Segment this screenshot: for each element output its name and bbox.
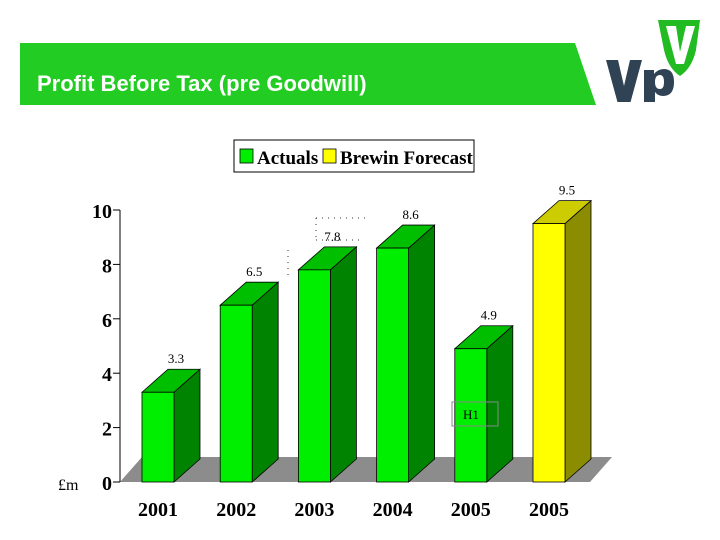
bar-front (141, 391, 175, 483)
y-axis-label: £m (58, 477, 79, 494)
legend-label-forecast: Brewin Forecast (340, 148, 473, 169)
x-category-label: 2002 (216, 499, 256, 521)
bar (531, 199, 593, 483)
profit-chart: 0 2 4 6 8 10 2001 2002 2003 2004 2005 2005 3.3 6.5 7… (58, 139, 612, 521)
y-tick-label: 4 (102, 364, 112, 386)
h1-annotation-box (451, 401, 499, 427)
data-label: 3.3 (168, 351, 184, 366)
legend-label-actuals: Actuals (257, 148, 318, 169)
legend: Actuals Brewin Forecast (233, 139, 475, 173)
x-category-label: 2005 (529, 499, 569, 521)
bar-front (532, 223, 566, 483)
bar-side (329, 245, 357, 483)
bar (297, 245, 358, 483)
x-category-label: 2001 (138, 499, 178, 521)
data-label: 6.5 (246, 264, 262, 279)
legend-swatch-forecast (322, 148, 337, 164)
bar (140, 368, 202, 483)
data-label: 8.6 (402, 207, 419, 222)
bar-front (376, 247, 410, 483)
x-category-label: 2005 (451, 499, 491, 521)
y-tick-label: 6 (102, 310, 112, 332)
dotted-guide (287, 217, 370, 275)
data-label: 7.8 (324, 229, 340, 244)
x-category-label: 2004 (373, 499, 413, 521)
bar (375, 224, 436, 483)
page-title: Profit Before Tax (pre Goodwill) (37, 71, 367, 96)
bar (453, 324, 514, 483)
data-label: 9.5 (559, 183, 575, 198)
bar-side (408, 224, 436, 483)
bar-front (297, 269, 331, 483)
x-category-label: 2003 (294, 499, 334, 521)
bar-side (564, 199, 592, 483)
bar-front (454, 348, 488, 483)
h1-annotation: H1 (463, 407, 479, 422)
y-tick-label: 8 (102, 255, 112, 277)
title-banner (20, 43, 596, 105)
y-tick-label: 10 (92, 201, 112, 223)
bar (219, 281, 280, 483)
legend-swatch-actuals (239, 148, 254, 164)
bar-front (219, 304, 253, 483)
y-tick-label: 2 (102, 419, 112, 441)
bar-side (486, 324, 514, 483)
vp-logo (606, 20, 700, 102)
data-label: 4.9 (481, 308, 497, 323)
bar-side (251, 281, 279, 483)
y-tick-label: 0 (102, 473, 112, 495)
